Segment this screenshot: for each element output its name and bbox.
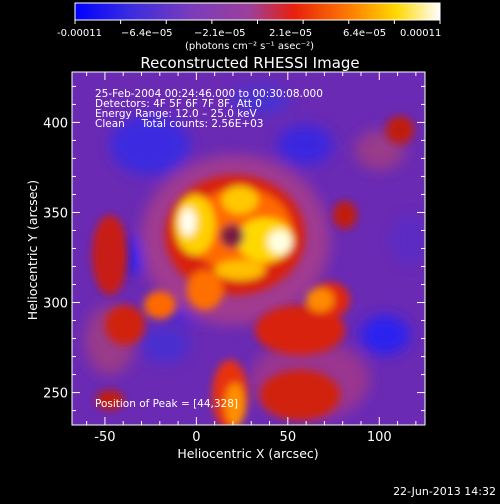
y-axis-label: Heliocentric Y (arcsec) [25,180,40,320]
axes: -50 0 50 100 250 300 350 400 [43,72,425,445]
chart-title: Reconstructed RHESSI Image [140,54,359,72]
x-tick-label: -50 [94,430,115,445]
x-axis-label: Heliocentric X (arcsec) [177,446,318,461]
colorbar-unit-label: (photons cm⁻² s⁻¹ asec⁻²) [185,41,314,52]
colorbar-ticks [74,20,441,24]
annotation-energy-range: Energy Range: 12.0 – 25.0 keV [95,108,257,120]
peak-position-label: Position of Peak = [44,328] [95,398,238,410]
x-tick-label: 100 [367,430,392,445]
footer-timestamp: 22-Jun-2013 14:32 [393,485,496,498]
y-tick-label: 400 [43,116,68,131]
annotation-time-range: 25-Feb-2004 00:24:46.000 to 00:30:08.000 [95,88,323,100]
colorbar-tick-label: 0.00011 [400,28,441,39]
annotation-clean-counts: Clean Total counts: 2.56E+03 [95,118,264,130]
annotation-detectors: Detectors: 4F 5F 6F 7F 8F, Att 0 [95,98,262,110]
colorbar-tick-label: -0.00011 [57,28,102,39]
x-tick-label: 0 [192,430,200,445]
y-tick-label: 250 [43,387,68,402]
y-tick-label: 300 [43,297,68,312]
colorbar-tick-label: 6.4e−05 [343,28,386,39]
colorbar-tick-label: −2.1e−05 [194,28,246,39]
colorbar-tick-label: 2.1e−05 [269,28,312,39]
y-tick-label: 350 [43,206,68,221]
x-tick-label: 50 [280,430,297,445]
colorbar [74,2,441,21]
colorbar-tick-label: −6.4e−05 [121,28,173,39]
heatmap-image [72,72,425,425]
